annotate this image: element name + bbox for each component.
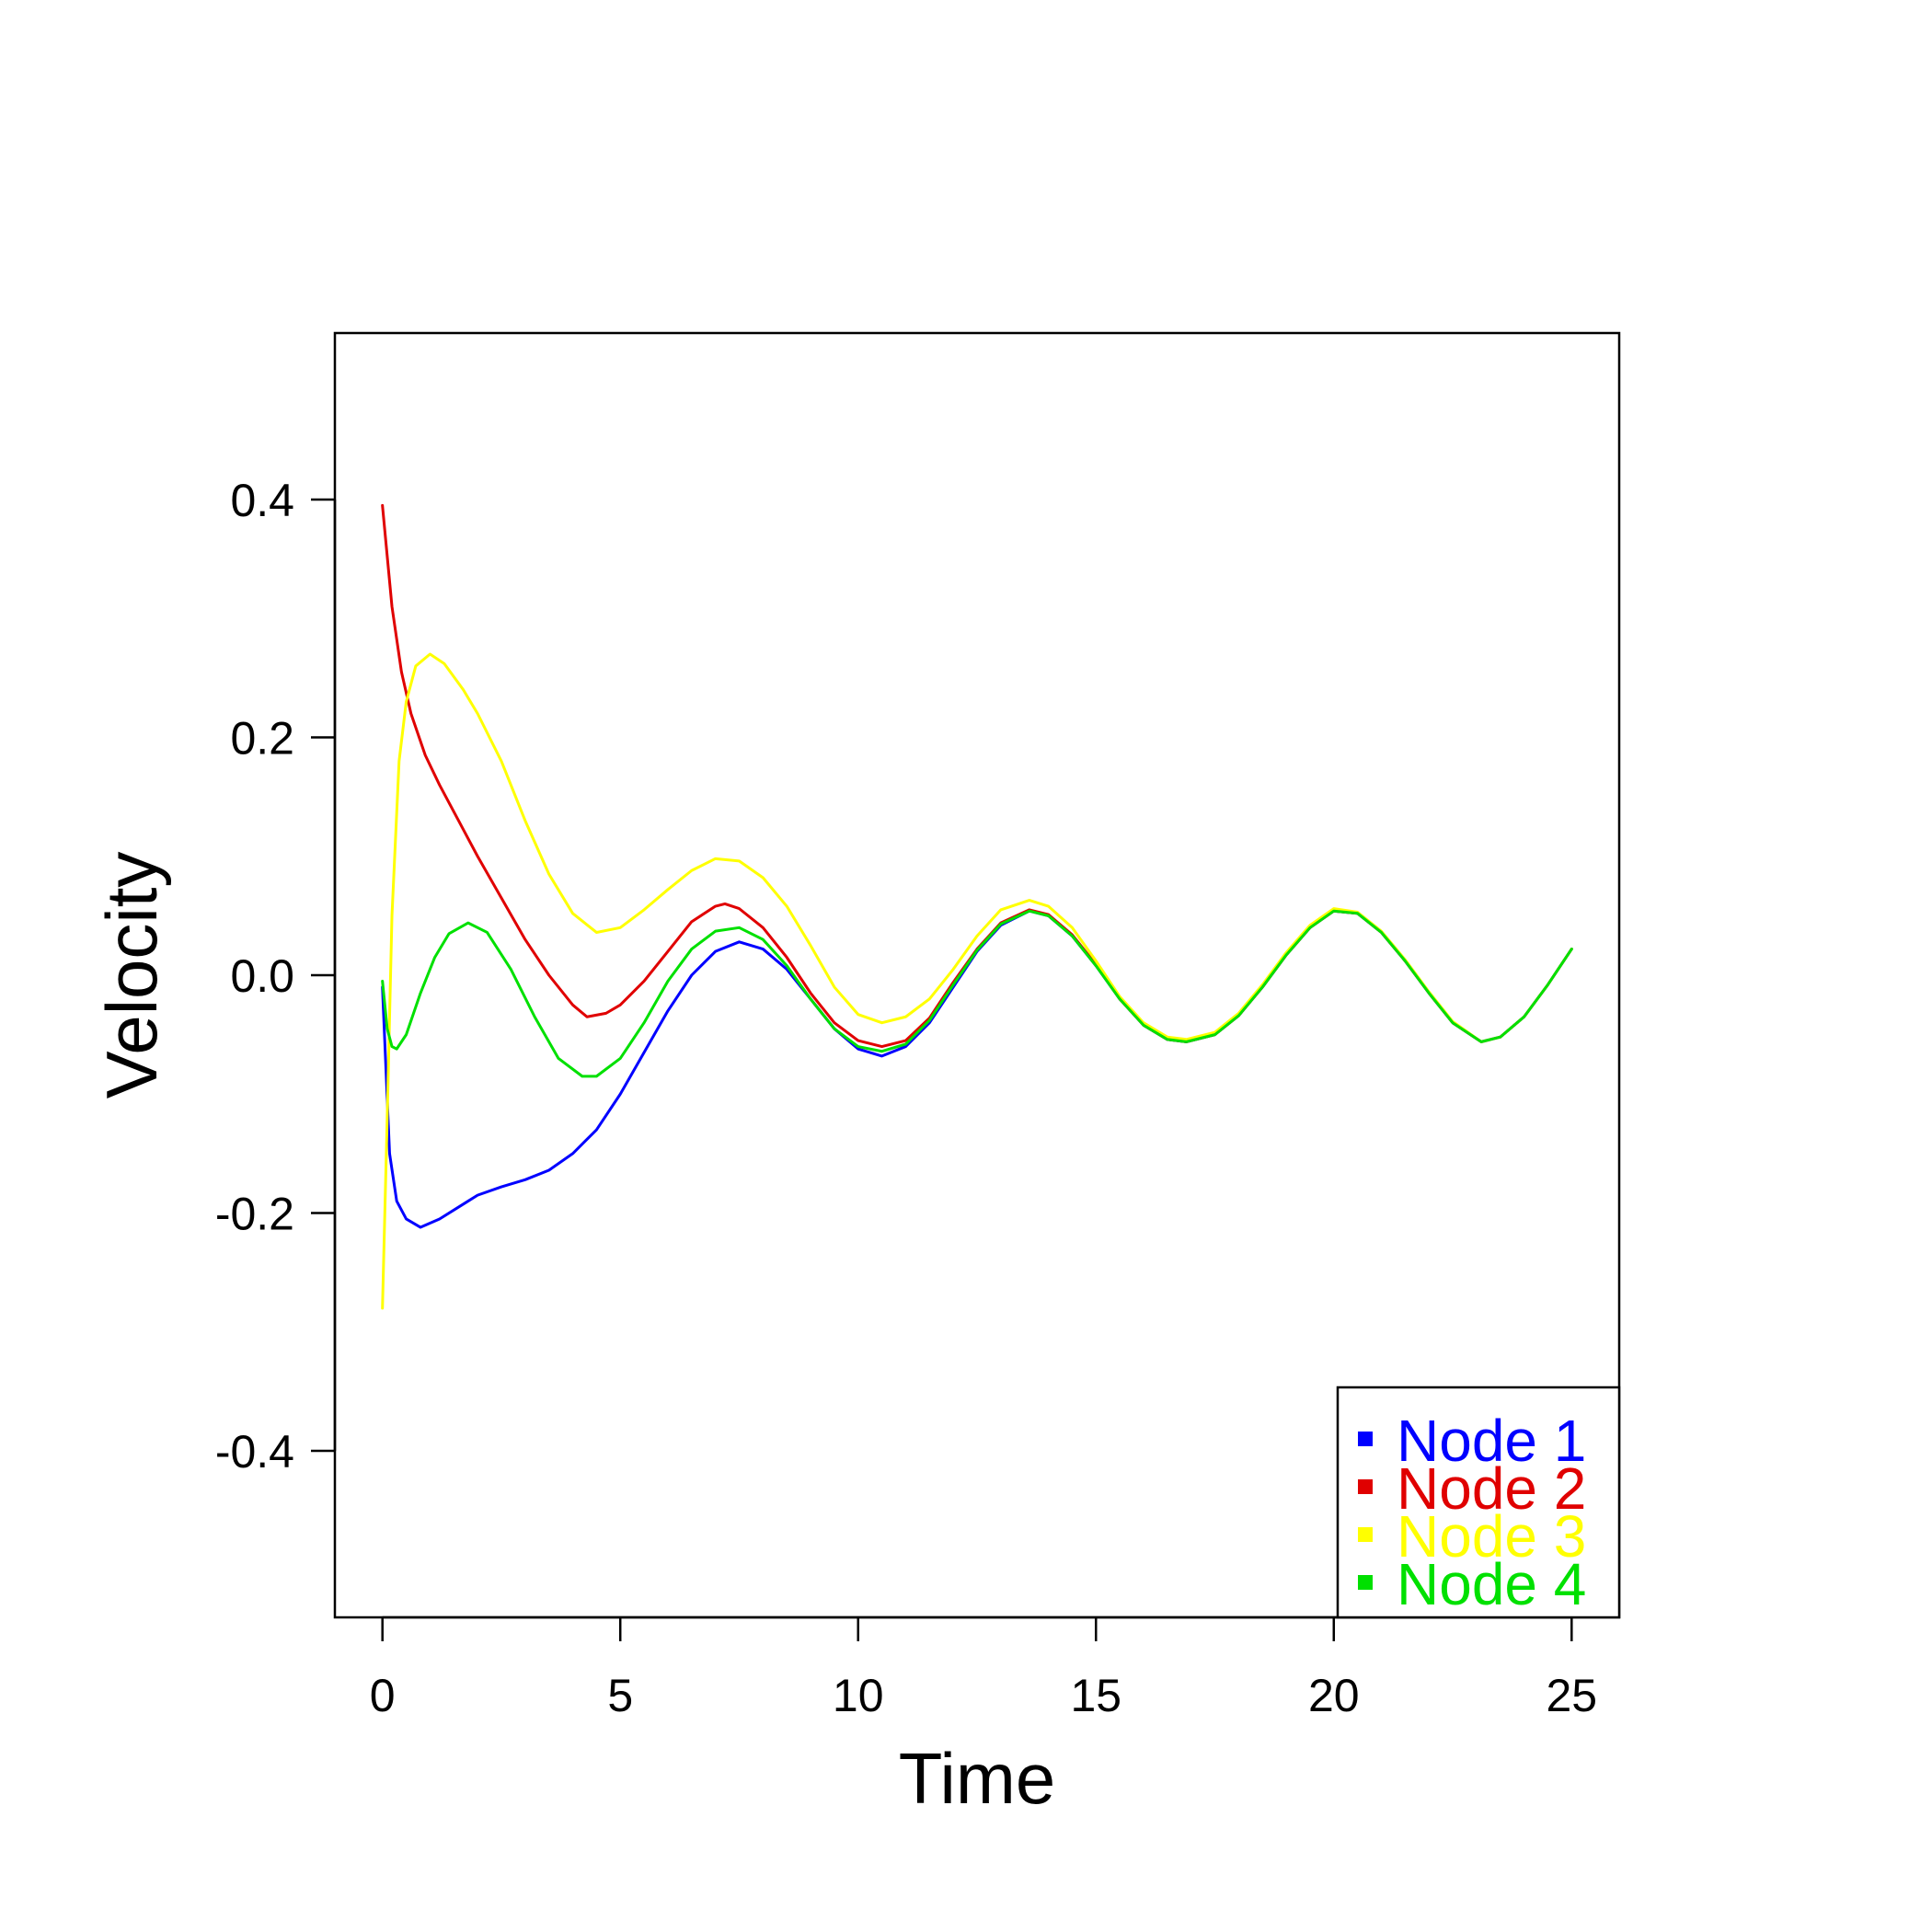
x-axis: 0 5 10 15 20 25 (370, 1616, 1597, 1721)
series-line-node-3 (381, 652, 1573, 1310)
series-line-node-4 (381, 909, 1573, 1078)
legend-label: Node 1 (1397, 1408, 1586, 1474)
x-tick-label: 5 (607, 1670, 633, 1721)
y-axis: -0.4 -0.2 0.0 0.2 0.4 (215, 475, 337, 1478)
legend-swatch (1358, 1432, 1373, 1446)
y-tick-label: 0.0 (230, 950, 294, 1002)
x-tick-label: 25 (1546, 1670, 1597, 1721)
y-tick-label: 0.2 (230, 712, 294, 764)
legend-label: Node 3 (1397, 1503, 1586, 1570)
y-tick-label: -0.4 (215, 1426, 294, 1478)
x-tick-label: 20 (1308, 1670, 1360, 1721)
x-tick-label: 15 (1070, 1670, 1121, 1721)
legend-box (1336, 1386, 1621, 1619)
y-tick-label: 0.4 (230, 475, 294, 526)
x-tick-label: 10 (833, 1670, 884, 1721)
legend-swatch (1358, 1575, 1373, 1590)
y-axis-title: Velocity (91, 852, 172, 1099)
legend-swatch (1358, 1479, 1373, 1494)
legend-label: Node 4 (1397, 1551, 1586, 1617)
x-axis-title: Time (899, 1738, 1055, 1819)
legend-label: Node 2 (1397, 1455, 1586, 1522)
x-tick-label: 0 (370, 1670, 396, 1721)
series-layer (381, 503, 1573, 1310)
legend-swatch (1358, 1527, 1373, 1542)
y-tick-label: -0.2 (215, 1189, 294, 1240)
